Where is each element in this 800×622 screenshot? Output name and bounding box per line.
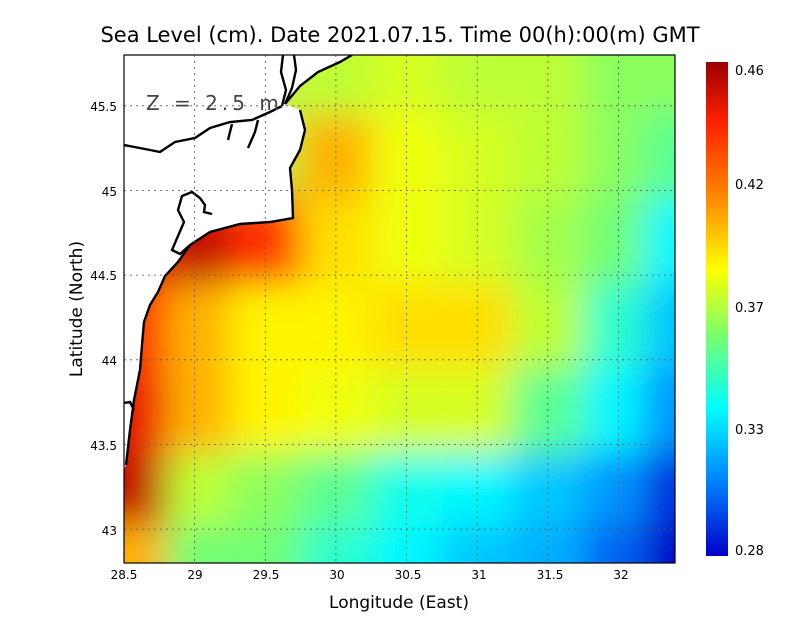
x-tick-label: 29 [187,568,202,582]
x-tick-label: 32 [613,568,628,582]
x-tick-label: 30 [329,568,344,582]
y-tick-label: 45.5 [90,100,117,114]
field-cell [512,114,584,199]
depth-label: Z = 2.5 m [146,91,283,115]
field-cell [124,452,167,525]
field-cell [229,524,301,563]
field-cell [643,55,675,115]
field-cell [441,524,513,563]
field-cell [166,368,230,453]
y-axis: 43 43.5 44 44.5 45 45.5 Latitude (North) [67,100,117,538]
x-tick-label: 31.5 [537,568,564,582]
field-cell [166,452,230,525]
field-cell [583,198,644,284]
x-tick-label: 29.5 [253,568,280,582]
field-cell [371,114,442,199]
colorbar-tick-label: 0.33 [735,423,764,438]
chart-title: Sea Level (cm). Date 2021.07.15. Time 00… [100,23,699,47]
field-cell [166,283,230,369]
y-axis-label: Latitude (North) [67,241,87,377]
field-cell [583,283,644,369]
field-cell [124,524,167,563]
y-tick-label: 45 [102,185,117,199]
field-cell [643,283,675,369]
field-cell [583,452,644,525]
colorbar-tick-label: 0.28 [735,544,764,559]
colorbar-tick-label: 0.46 [735,64,764,79]
field-cell [441,114,513,199]
field-cell [512,524,584,563]
x-tick-label: 30.5 [395,568,422,582]
field-cell [583,114,644,199]
field-cell [583,524,644,563]
x-tick-label: 31 [471,568,486,582]
field-cell [300,114,372,199]
field-cell [643,198,675,284]
field-cell [643,114,675,199]
land-borders [124,55,298,411]
plot-area: Z = 2.5 m [123,54,676,564]
field-cell [643,368,675,453]
field-cell [643,524,675,563]
coastline [124,55,353,466]
y-tick-label: 44 [102,354,117,368]
y-tick-label: 43.5 [90,439,117,453]
x-axis-label: Longitude (East) [329,593,469,613]
colorbar-tick-label: 0.42 [735,178,764,193]
field-cell [583,368,644,453]
plot-frame [123,54,676,564]
colorbar: 0.46 0.42 0.37 0.33 0.28 [706,62,764,559]
grid-lines [123,55,675,563]
field-cell [643,452,675,525]
field-cell [371,524,442,563]
x-tick-label: 28.5 [111,568,138,582]
field-cell [583,55,644,115]
sea-level-field [124,55,675,563]
colorbar-ramp [706,62,728,556]
y-tick-label: 44.5 [90,269,117,283]
x-axis: 28.5 29 29.5 30 30.5 31 31.5 32 Longitud… [111,568,629,613]
y-tick-label: 43 [102,524,117,538]
colorbar-tick-label: 0.37 [735,301,764,316]
field-cell [166,524,230,563]
field-cell [300,524,372,563]
